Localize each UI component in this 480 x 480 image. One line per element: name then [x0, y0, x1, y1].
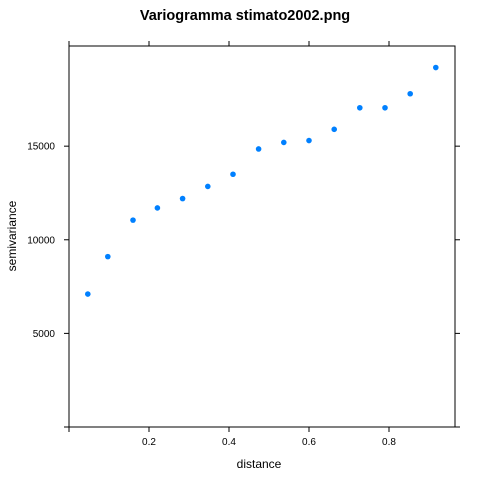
- data-point: [281, 139, 287, 146]
- data-point: [179, 195, 186, 202]
- data-points: [85, 64, 439, 297]
- data-point: [357, 104, 363, 111]
- axis-tick-labels: 0.2 0.4 0.6 0.8 5000 10000 15000: [27, 142, 396, 448]
- x-tick-label: 0.8: [382, 437, 396, 448]
- data-point: [105, 253, 111, 260]
- x-tick-label: 0.6: [302, 437, 316, 448]
- y-axis-label: semivariance: [5, 200, 19, 271]
- plot-frame: [68, 45, 456, 428]
- data-point: [130, 217, 136, 223]
- data-point: [433, 64, 439, 71]
- data-point: [255, 146, 262, 152]
- data-point: [407, 90, 414, 97]
- x-tick-label: 0.2: [142, 437, 156, 448]
- data-point: [205, 183, 211, 190]
- y-tick-label: 15000: [27, 142, 55, 153]
- data-point: [382, 104, 388, 111]
- data-point: [230, 171, 236, 178]
- data-point: [306, 137, 312, 144]
- x-tick-label: 0.4: [222, 437, 236, 448]
- y-tick-label: 5000: [33, 329, 56, 340]
- axis-ticks: [64, 41, 460, 432]
- y-tick-label: 10000: [27, 235, 55, 246]
- data-point: [331, 126, 338, 133]
- x-axis-label: distance: [237, 457, 282, 471]
- data-point: [154, 205, 161, 211]
- data-point: [85, 291, 91, 297]
- chart-title: Variogramma stimato2002.png: [140, 8, 350, 24]
